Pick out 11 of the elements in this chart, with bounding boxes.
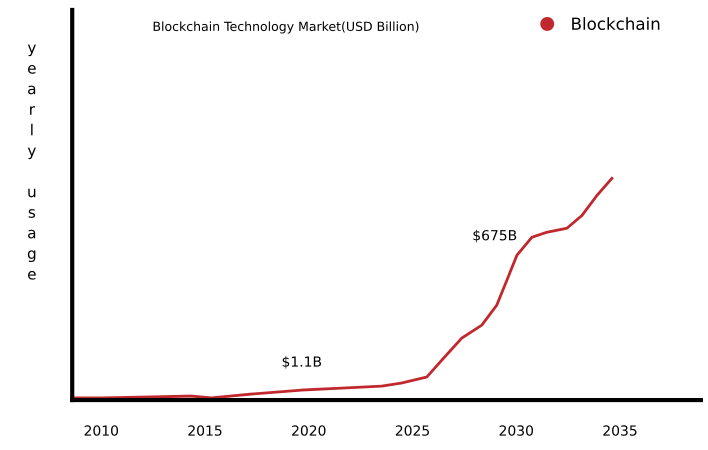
x-tick-label: 2015 bbox=[188, 425, 222, 436]
x-tick-label: 2035 bbox=[603, 425, 636, 436]
x-tick-label: 2025 bbox=[396, 425, 429, 436]
chart-title: Blockchain Technology Market(USD Billion) bbox=[154, 21, 418, 34]
x-tick-label: 2020 bbox=[292, 425, 326, 436]
x-tick-label: 2010 bbox=[84, 425, 118, 436]
annotation: $1.1B bbox=[282, 356, 322, 369]
legend-label: Blockchain bbox=[572, 17, 660, 30]
annotation: $675B bbox=[473, 230, 516, 242]
x-tick-label: 2030 bbox=[500, 425, 533, 436]
text: yearly usage bbox=[28, 44, 36, 280]
